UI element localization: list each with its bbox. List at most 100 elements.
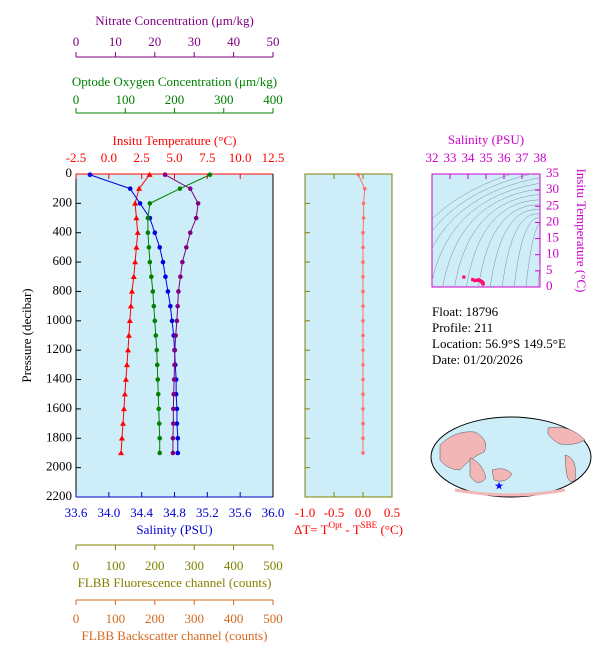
x-axis-label: ΔT= TOpt - TSBE (°C) xyxy=(294,520,403,537)
density-contour xyxy=(513,217,540,287)
data-point xyxy=(132,259,139,265)
x-tick-label: 0 xyxy=(73,611,80,626)
x-tick-label: 20 xyxy=(148,34,161,49)
data-point xyxy=(361,363,365,367)
data-point xyxy=(171,421,176,426)
x-tick-label: 38 xyxy=(534,150,547,165)
x-tick-label: 7.5 xyxy=(199,150,215,165)
data-point xyxy=(361,319,365,323)
data-point xyxy=(174,318,180,324)
series-line xyxy=(147,174,211,453)
data-point xyxy=(361,274,365,279)
data-point xyxy=(361,348,365,352)
data-point xyxy=(361,260,365,264)
data-point xyxy=(207,172,213,178)
density-contour xyxy=(490,209,540,287)
world-map: ★ xyxy=(430,416,592,498)
x-tick-label: 40 xyxy=(227,34,240,49)
ts-point xyxy=(462,275,466,279)
data-point xyxy=(361,245,365,250)
x-tick-label: 100 xyxy=(106,558,126,573)
density-contour xyxy=(432,177,540,250)
x-tick-label: 5.0 xyxy=(166,150,182,165)
data-point xyxy=(175,303,180,309)
density-contour xyxy=(537,263,540,287)
x-axis-label: FLBB Fluorescence channel (counts) xyxy=(78,575,272,590)
y-axis-label: Pressure (decibar) xyxy=(19,288,34,382)
y-tick-label: 800 xyxy=(53,282,73,297)
data-point xyxy=(171,406,176,412)
y-axis-label: Insitu Temperature (°C) xyxy=(574,169,589,293)
plot-background xyxy=(431,173,541,288)
data-point xyxy=(123,361,130,368)
data-point xyxy=(145,230,151,236)
data-point xyxy=(184,245,189,250)
x-axis-label: Salinity (PSU) xyxy=(448,132,524,147)
x-tick-label: 35 xyxy=(480,150,493,165)
data-point xyxy=(172,362,177,368)
data-point xyxy=(126,317,133,324)
x-axis-label: Optode Oxygen Concentration (μm/kg) xyxy=(72,74,277,89)
data-point xyxy=(152,318,158,324)
data-point xyxy=(152,230,158,236)
x-axis-label: Salinity (PSU) xyxy=(136,522,212,537)
x-tick-label: 0 xyxy=(73,92,80,107)
data-point xyxy=(361,392,365,397)
y-tick-label: 200 xyxy=(53,194,73,209)
x-tick-label: 34.4 xyxy=(130,505,153,520)
x-tick-label: 34 xyxy=(462,150,476,165)
data-point xyxy=(173,333,178,338)
x-tick-label: -0.5 xyxy=(324,505,345,520)
x-tick-label: 100 xyxy=(116,92,136,107)
data-point xyxy=(361,377,365,382)
data-point xyxy=(132,200,139,206)
data-point xyxy=(125,347,132,353)
float-info: Float: 18796 xyxy=(432,304,499,319)
data-point xyxy=(153,333,159,338)
x-tick-label: 36 xyxy=(498,150,512,165)
data-point xyxy=(151,303,157,309)
data-point xyxy=(156,406,162,412)
x-tick-label: 34.0 xyxy=(97,505,120,520)
y-tick-label: 600 xyxy=(53,253,73,268)
density-contour xyxy=(478,204,540,287)
x-tick-label: 300 xyxy=(184,558,204,573)
y-tick-label: 5 xyxy=(546,262,553,277)
density-contour xyxy=(501,213,540,287)
y-tick-label: 10 xyxy=(546,246,559,261)
data-point xyxy=(356,172,361,177)
data-point xyxy=(120,405,127,412)
y-tick-label: 30 xyxy=(546,181,559,196)
x-tick-label: 0 xyxy=(73,34,80,49)
x-tick-label: 500 xyxy=(263,611,283,626)
data-point xyxy=(118,449,125,456)
y-tick-label: 400 xyxy=(53,224,73,239)
data-point xyxy=(134,229,141,235)
data-point xyxy=(176,289,181,294)
data-point xyxy=(162,172,168,178)
data-point xyxy=(156,421,162,426)
data-point xyxy=(195,201,201,206)
data-point xyxy=(361,421,365,426)
density-contour xyxy=(432,174,532,232)
data-point xyxy=(154,347,160,353)
y-tick-label: 15 xyxy=(546,230,559,245)
x-tick-label: 0.0 xyxy=(355,505,371,520)
data-point xyxy=(361,333,365,338)
x-tick-label: 32 xyxy=(426,150,439,165)
data-point xyxy=(361,304,365,308)
series-line xyxy=(164,174,199,453)
data-point xyxy=(362,186,367,191)
x-axis-label-part: ΔT= T xyxy=(294,522,329,537)
x-tick-label: 300 xyxy=(184,611,204,626)
density-contour xyxy=(432,174,513,220)
y-tick-label: 1800 xyxy=(46,429,72,444)
x-tick-label: -2.5 xyxy=(66,150,87,165)
data-point xyxy=(130,273,137,279)
data-point xyxy=(127,303,134,309)
x-axis-label: FLBB Backscatter channel (counts) xyxy=(82,628,268,643)
svg-text:★: ★ xyxy=(494,481,504,493)
plot-background xyxy=(304,173,393,498)
y-tick-label: 1600 xyxy=(46,400,72,415)
data-point xyxy=(171,377,177,382)
